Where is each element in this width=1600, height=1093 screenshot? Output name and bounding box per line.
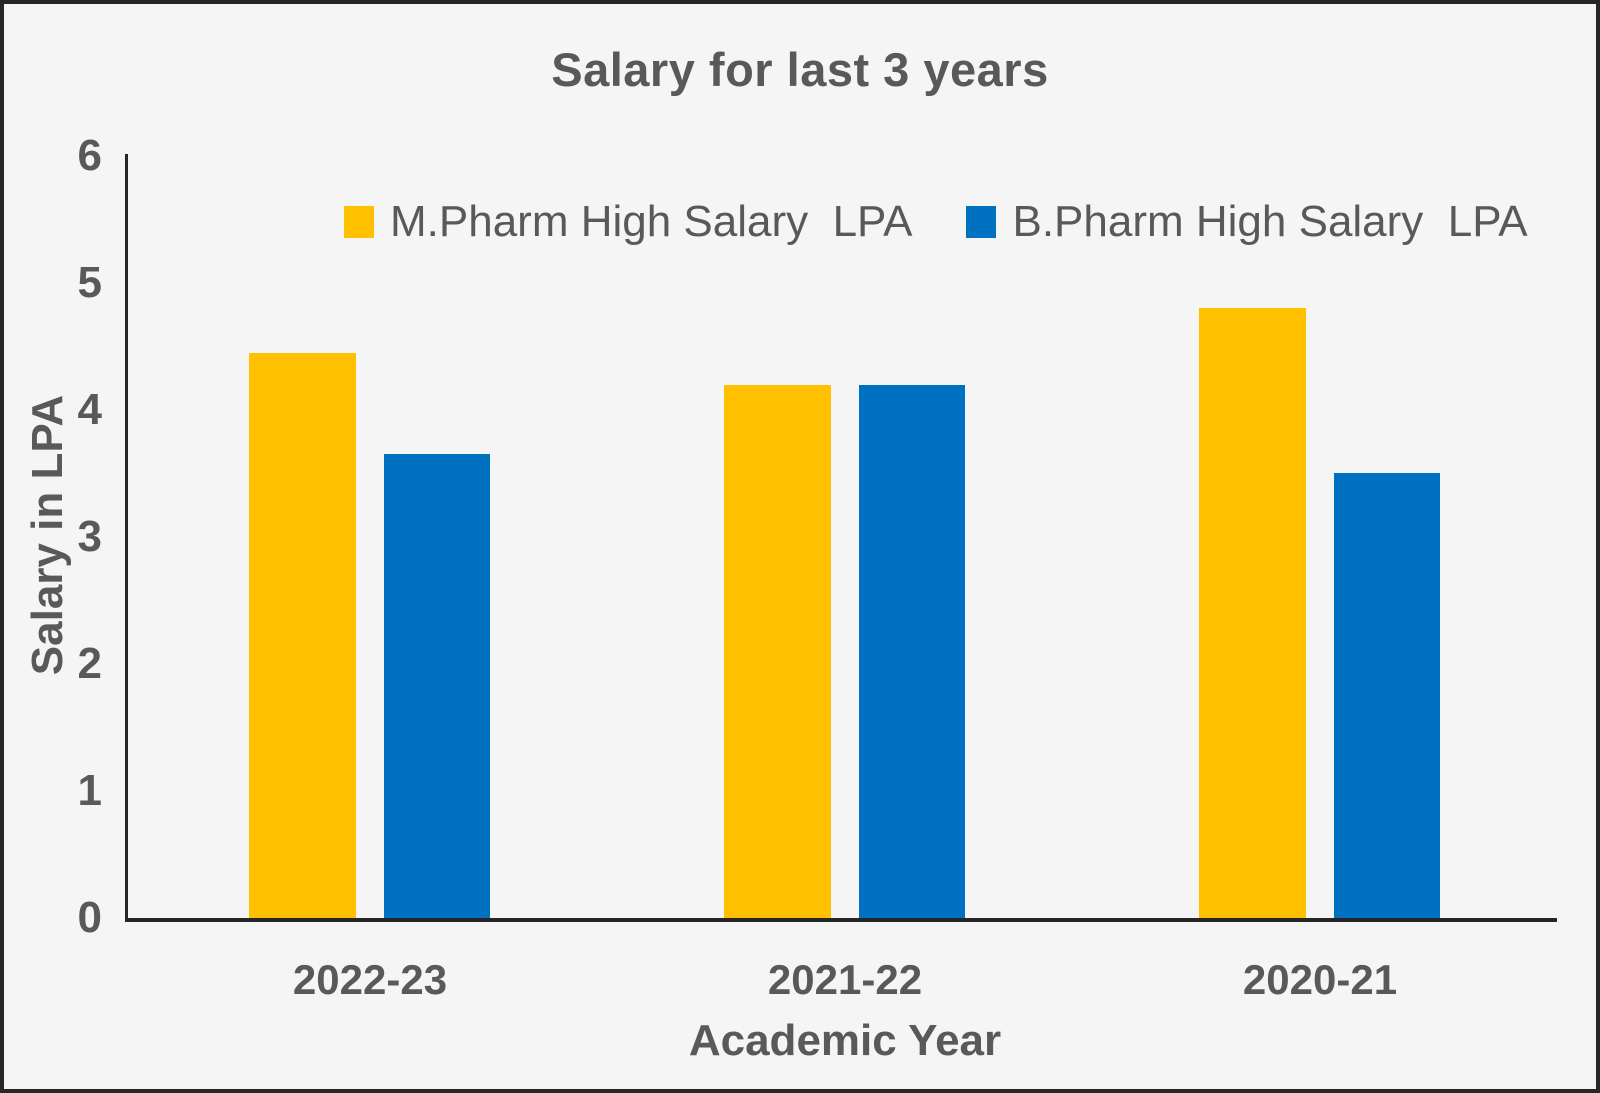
y-axis-title: Salary in LPA: [23, 394, 72, 676]
y-tick-label: 2: [77, 639, 102, 688]
legend-label-mpharm: M.Pharm High Salary LPA: [390, 197, 913, 246]
y-tick-label: 1: [77, 766, 102, 815]
bar: [1199, 308, 1306, 918]
x-axis-title: Academic Year: [688, 1016, 1002, 1065]
x-category-label: 2021-22: [767, 956, 923, 1003]
y-tick-label: 4: [77, 385, 102, 434]
x-axis-line: [125, 918, 1557, 922]
legend-item-mpharm: M.Pharm High Salary LPA: [344, 197, 912, 247]
bar: [1334, 473, 1440, 918]
x-category-label: 2022-23: [292, 956, 448, 1003]
legend-swatch-mpharm-icon: [344, 206, 374, 238]
bar: [724, 385, 831, 918]
y-tick-label: 6: [77, 131, 102, 180]
x-category-label: 2020-21: [1242, 956, 1398, 1003]
bar: [249, 353, 356, 918]
y-axis-line: [125, 154, 128, 922]
bar: [384, 454, 490, 918]
y-tick-label: 5: [77, 258, 102, 307]
legend: M.Pharm High Salary LPA B.Pharm High Sal…: [344, 194, 1528, 250]
y-tick-label: 0: [77, 893, 102, 942]
legend-swatch-bpharm-icon: [966, 206, 997, 238]
chart-title: Salary for last 3 years: [551, 43, 1049, 96]
y-tick-label: 3: [77, 512, 102, 561]
legend-label-bpharm: B.Pharm High Salary LPA: [1012, 197, 1528, 246]
bar: [859, 385, 965, 918]
legend-item-bpharm: B.Pharm High Salary LPA: [966, 197, 1528, 247]
